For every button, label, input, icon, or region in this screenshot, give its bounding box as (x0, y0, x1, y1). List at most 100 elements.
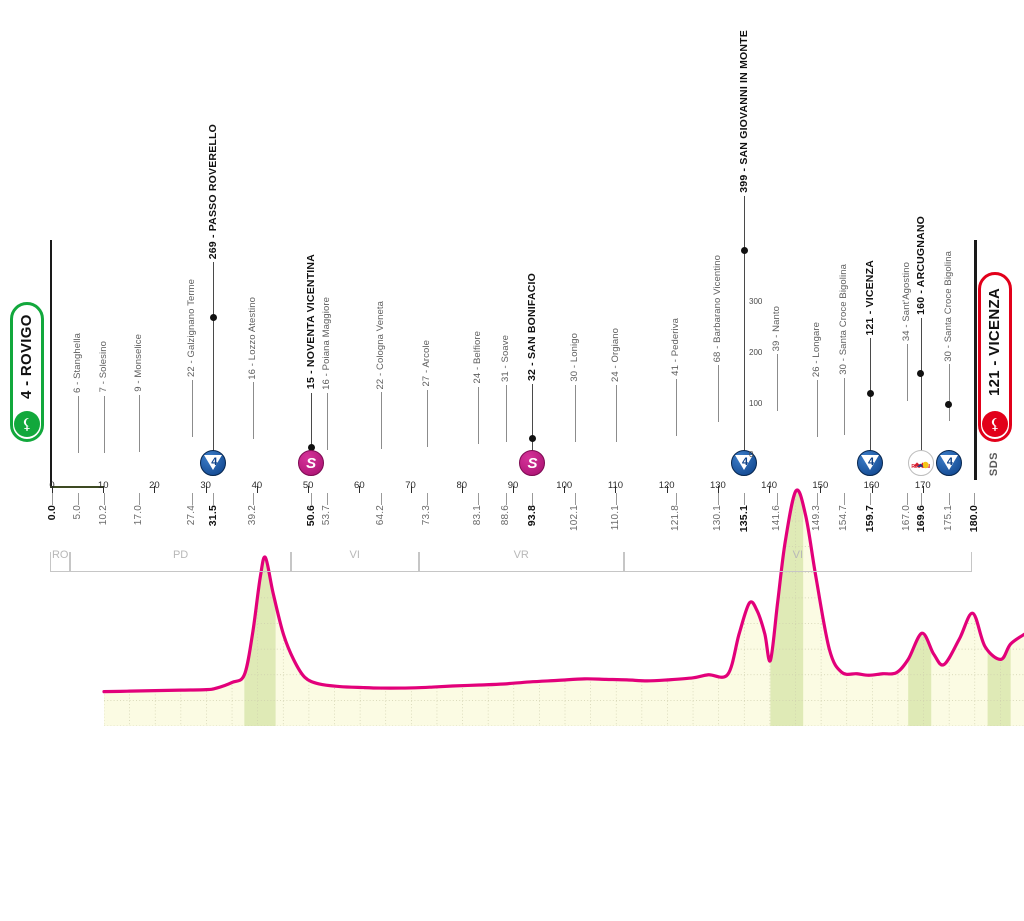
town-leader-line (744, 195, 745, 464)
profile-point-dot (528, 435, 536, 443)
x-axis-tick (256, 486, 258, 493)
red-bull-icon (912, 456, 930, 469)
x-axis-tick-label: 10 (97, 480, 109, 491)
distance-label: 159.7 (864, 505, 877, 533)
profile-point-dot (307, 444, 315, 452)
distance-label: 31.5 (207, 505, 220, 527)
distance-leader-line (139, 493, 141, 505)
distance-label: 27.4 (186, 505, 198, 526)
distance-label: 135.1 (738, 505, 750, 533)
red-bull-label: Red Bull (911, 464, 931, 470)
distance-label: 50.6 (305, 505, 318, 527)
x-axis-tick (52, 486, 53, 493)
town-leader-line (380, 392, 382, 450)
town-label: 24 - Orgiano (609, 327, 621, 382)
town-label: 269 - PASSO ROVERELLO (207, 124, 220, 260)
town-label: 7 - Solesino (98, 341, 110, 393)
distance-leader-line (816, 493, 818, 505)
distance-label: 149.3 (810, 505, 822, 532)
town-label: 26 - Longare (810, 322, 822, 378)
town-label: 22 - Cologna Veneta (374, 300, 386, 390)
x-axis-tick-label: 150 (812, 480, 829, 491)
elevation-tick-label: 200 (749, 347, 763, 357)
town-leader-line (532, 383, 534, 464)
town-leader-line (477, 386, 479, 444)
town-label: 160 - ARCUGNANO (914, 216, 927, 316)
x-axis-tick-label: 50 (302, 480, 314, 491)
x-axis-tick (513, 486, 514, 493)
town-label: 30 - Santa Croce Bigolina (838, 263, 850, 375)
stage-start-label: 4 - ROVIGO (18, 314, 35, 400)
town-leader-line (252, 382, 254, 440)
distance-leader-line (77, 493, 79, 505)
province-cell: VI (623, 549, 972, 572)
distance-leader-line (744, 493, 745, 505)
town-leader-line (948, 364, 950, 422)
x-axis-tick (769, 486, 771, 493)
distance-label: 53.7 (321, 505, 333, 526)
distance-label: 17.0 (133, 505, 145, 526)
town-leader-line (777, 354, 779, 412)
x-axis-tick (564, 486, 566, 493)
kom-marker[interactable]: 4 (731, 450, 757, 476)
kom-category-number: 4 (867, 456, 875, 468)
province-cell: PD (70, 549, 291, 572)
distance-leader-line (477, 493, 479, 505)
stage-finish-badge: 121 - VICENZA ⚸ (978, 272, 1012, 442)
x-axis-tick-label: 140 (761, 480, 778, 491)
distance-leader-line (311, 493, 313, 505)
profile-point-dot (917, 369, 925, 377)
town-leader-line (192, 379, 194, 437)
town-label: 9 - Monselice (133, 334, 145, 392)
x-axis-tick-label: 100 (556, 480, 573, 491)
town-leader-line (77, 396, 79, 454)
distance-label: 39.2 (246, 505, 258, 526)
x-axis-tick (820, 486, 822, 493)
x-axis-tick (103, 486, 105, 493)
town-label: 16 - Lozzo Atestino (246, 296, 258, 380)
town-label: 27 - Arcole (421, 340, 433, 387)
profile-point-dot (740, 247, 748, 255)
province-code: RO (51, 549, 69, 561)
town-leader-line (870, 338, 872, 464)
mountain-triangle-icon (939, 454, 958, 470)
kom-marker[interactable]: 4 (857, 450, 884, 476)
town-leader-line (816, 380, 818, 438)
x-axis-tick (666, 486, 668, 493)
town-label: 41 - Pederiva (669, 318, 681, 377)
x-axis-tick-label: 90 (507, 480, 519, 491)
profile-point-dot (866, 389, 874, 397)
province-code: VI (792, 549, 804, 561)
distance-leader-line (505, 493, 507, 505)
distance-leader-line (974, 493, 975, 505)
kom-marker[interactable]: 4 (200, 450, 227, 476)
distance-leader-line (844, 493, 846, 505)
kom-marker[interactable]: 4 (935, 450, 962, 476)
redbull-km-marker[interactable]: Red Bull (907, 450, 934, 476)
province-cell: VR (418, 549, 624, 572)
town-label: 16 - Poiana Maggiore (321, 297, 333, 391)
profile-point-dot (209, 313, 217, 321)
distance-leader-line (192, 493, 194, 505)
distance-leader-line (380, 493, 382, 505)
distance-leader-line (532, 493, 534, 505)
distance-label: 88.6 (499, 505, 511, 526)
x-axis-tick (359, 486, 361, 493)
distance-label: 73.3 (421, 505, 433, 526)
province-code: VI (349, 549, 360, 561)
town-label: 30 - Lonigo (568, 333, 580, 382)
x-axis-tick (205, 486, 207, 493)
distance-leader-line (948, 493, 950, 505)
kom-category-number: 4 (211, 456, 218, 468)
province-band: RO PD VI VR VI (50, 549, 977, 574)
sprint-marker[interactable]: S (519, 450, 546, 476)
kom-category-number: 4 (741, 456, 749, 468)
profile-point-dot (945, 400, 953, 408)
town-leader-line (718, 365, 720, 423)
sprint-marker[interactable]: S (298, 450, 325, 476)
x-axis-tick (410, 486, 412, 493)
town-leader-line (427, 390, 429, 447)
x-axis-tick-label: 110 (607, 480, 624, 491)
x-axis-tick (615, 486, 617, 493)
distance-label: 102.1 (568, 505, 580, 532)
